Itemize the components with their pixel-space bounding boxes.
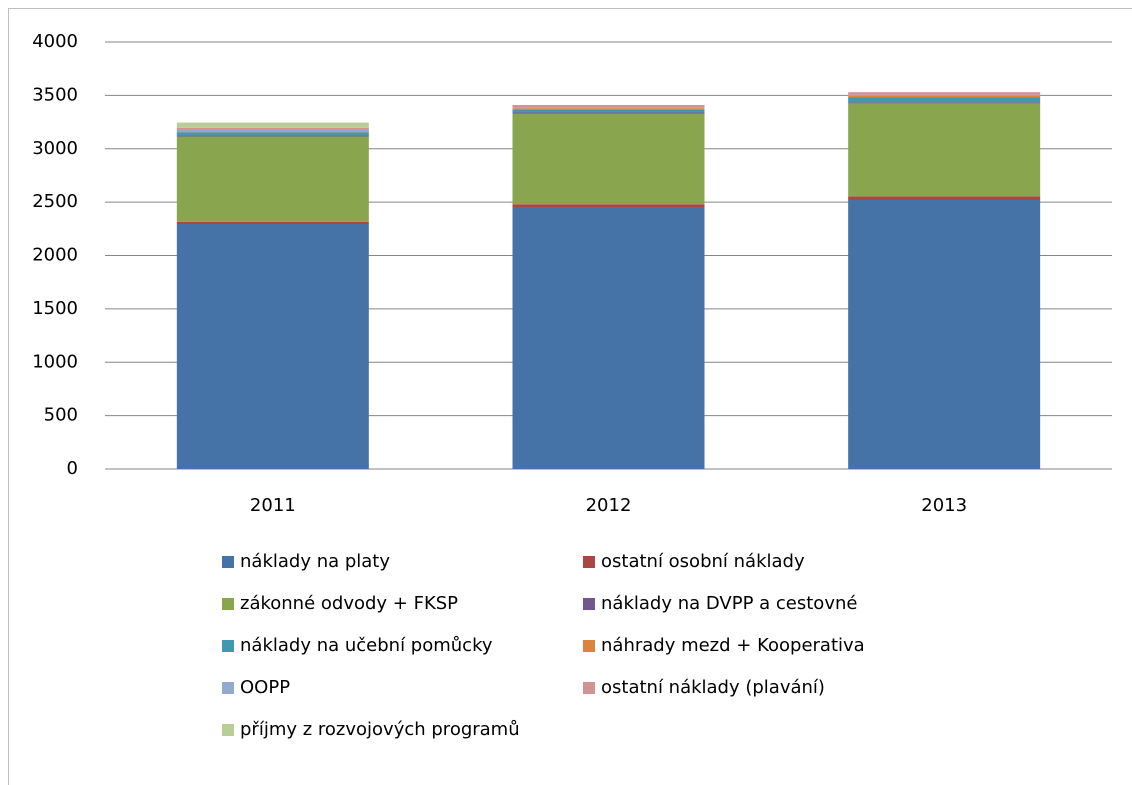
- legend-label: ostatní náklady (plavání): [601, 677, 825, 698]
- bar-segment: [176, 136, 369, 222]
- y-tick-label: 1000: [32, 351, 78, 372]
- bar-segment: [848, 95, 1041, 98]
- bar-segment: [176, 135, 369, 137]
- x-tick-label: 2012: [586, 495, 632, 516]
- bar-segment: [512, 112, 705, 114]
- legend-swatch: [583, 598, 595, 610]
- legend-swatch: [222, 556, 234, 568]
- bar-segment: [512, 104, 705, 108]
- legend-swatch: [583, 682, 595, 694]
- x-tick-label: 2013: [921, 495, 967, 516]
- y-tick-label: 500: [44, 405, 78, 426]
- y-tick-label: 0: [67, 458, 78, 479]
- legend-label: OOPP: [240, 677, 290, 698]
- bar-segment: [176, 127, 369, 130]
- x-tick-label: 2011: [250, 495, 296, 516]
- bar-segment: [176, 221, 369, 225]
- legend-swatch: [222, 598, 234, 610]
- y-tick-label: 2000: [32, 245, 78, 266]
- bar-segment: [176, 132, 369, 136]
- bar-segment: [848, 94, 1041, 96]
- bar-segment: [512, 113, 705, 205]
- y-tick-label: 3500: [32, 84, 78, 105]
- bar-segment: [848, 97, 1041, 103]
- bar-segment: [176, 224, 369, 469]
- legend-swatch: [583, 556, 595, 568]
- y-tick-label: 4000: [32, 31, 78, 52]
- bar-segment: [512, 108, 705, 110]
- y-tick-label: 2500: [32, 191, 78, 212]
- bar-segment: [848, 199, 1041, 470]
- bar-segment: [176, 131, 369, 133]
- bar-segment: [848, 92, 1041, 95]
- bar-segment: [512, 107, 705, 109]
- bar-segment: [176, 129, 369, 132]
- legend-label: náklady na učební pomůcky: [240, 635, 493, 656]
- bar-segment: [848, 103, 1041, 197]
- legend-label: příjmy z rozvojových programů: [240, 719, 520, 740]
- legend-label: zákonné odvody + FKSP: [240, 593, 458, 614]
- bar-segment: [512, 109, 705, 113]
- bar-segment: [848, 102, 1041, 104]
- legend-swatch: [583, 640, 595, 652]
- bar-segment: [512, 207, 705, 469]
- y-tick-label: 3000: [32, 138, 78, 159]
- bar-segment: [176, 122, 369, 128]
- legend-label: náklady na DVPP a cestovné: [601, 593, 857, 614]
- legend-swatch: [222, 724, 234, 736]
- legend-swatch: [222, 640, 234, 652]
- legend-label: náklady na platy: [240, 551, 390, 572]
- bar-segment: [848, 196, 1041, 200]
- bar-segment: [512, 204, 705, 208]
- legend-label: náhrady mezd + Kooperativa: [601, 635, 865, 656]
- legend-label: ostatní osobní náklady: [601, 551, 805, 572]
- y-tick-label: 1500: [32, 298, 78, 319]
- legend-swatch: [222, 682, 234, 694]
